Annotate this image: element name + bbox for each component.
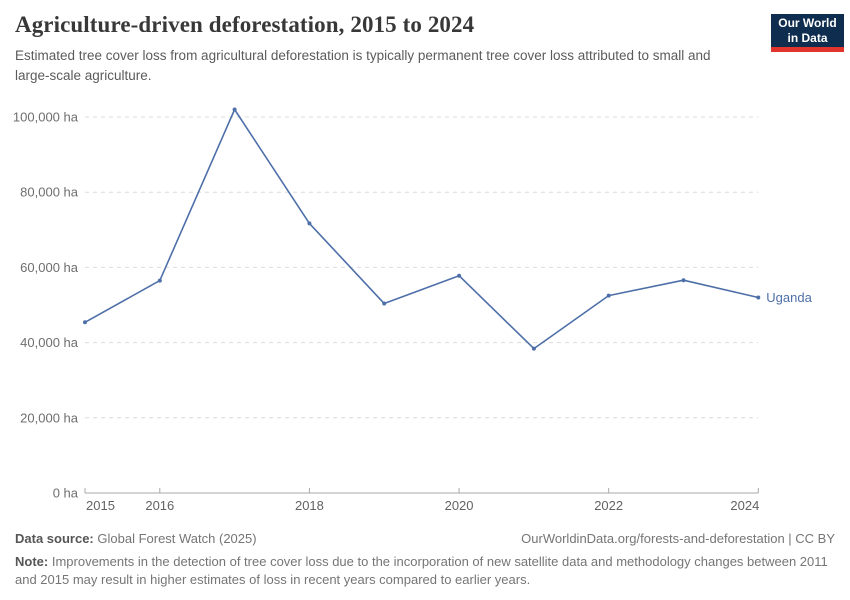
y-tick-label: 20,000 ha bbox=[20, 410, 79, 425]
line-chart[interactable]: 0 ha 20,000 ha 40,000 ha 60,000 ha 80,000 ha… bbox=[0, 95, 850, 530]
data-point[interactable] bbox=[681, 278, 686, 283]
x-axis: 2015 2016 2018 2020 2022 2024 bbox=[84, 488, 759, 513]
x-tick-label: 2015 bbox=[86, 498, 115, 513]
data-point[interactable] bbox=[232, 107, 237, 112]
footnote: Note: Improvements in the detection of t… bbox=[15, 553, 835, 590]
page-subtitle: Estimated tree cover loss from agricultu… bbox=[15, 48, 711, 83]
data-source: Data source: Global Forest Watch (2025) bbox=[15, 531, 257, 546]
x-tick-label: 2020 bbox=[445, 498, 474, 513]
data-point[interactable] bbox=[531, 346, 536, 351]
y-tick-label: 80,000 ha bbox=[20, 185, 79, 200]
x-tick-label: 2024 bbox=[730, 498, 759, 513]
x-tick-label: 2016 bbox=[145, 498, 174, 513]
x-tick-label: 2018 bbox=[295, 498, 324, 513]
data-point[interactable] bbox=[756, 295, 761, 300]
data-point[interactable] bbox=[307, 221, 312, 226]
footnote-value: Improvements in the detection of tree co… bbox=[15, 554, 828, 588]
page-title: Agriculture-driven deforestation, 2015 t… bbox=[15, 12, 475, 37]
data-point[interactable] bbox=[606, 293, 611, 298]
source-row: Data source: Global Forest Watch (2025) … bbox=[15, 531, 835, 546]
owid-logo[interactable]: Our World in Data bbox=[771, 14, 844, 52]
series-points bbox=[83, 107, 761, 351]
data-point[interactable] bbox=[457, 273, 462, 278]
entity-label[interactable]: Uganda bbox=[766, 290, 812, 305]
y-tick-label: 60,000 ha bbox=[20, 260, 79, 275]
data-point[interactable] bbox=[382, 301, 387, 306]
chart-footer: Data source: Global Forest Watch (2025) … bbox=[15, 531, 835, 590]
data-source-label: Data source: bbox=[15, 531, 94, 546]
series-line[interactable] bbox=[84, 108, 760, 350]
data-point[interactable] bbox=[83, 320, 87, 325]
y-gridlines: 0 ha 20,000 ha 40,000 ha 60,000 ha 80,000 ha… bbox=[13, 110, 759, 501]
chart-header: Agriculture-driven deforestation, 2015 t… bbox=[15, 12, 755, 85]
data-source-value: Global Forest Watch (2025) bbox=[97, 531, 257, 546]
owid-url-link[interactable]: OurWorldinData.org/forests-and-deforesta… bbox=[521, 531, 835, 546]
data-point[interactable] bbox=[157, 278, 162, 283]
footnote-label: Note: bbox=[15, 554, 49, 569]
y-tick-label: 100,000 ha bbox=[13, 110, 79, 125]
y-tick-label: 0 ha bbox=[53, 486, 79, 501]
owid-logo-line2: in Data bbox=[787, 30, 828, 45]
owid-logo-line1: Our World bbox=[778, 15, 837, 30]
y-tick-label: 40,000 ha bbox=[20, 335, 79, 350]
x-tick-label: 2022 bbox=[594, 498, 623, 513]
